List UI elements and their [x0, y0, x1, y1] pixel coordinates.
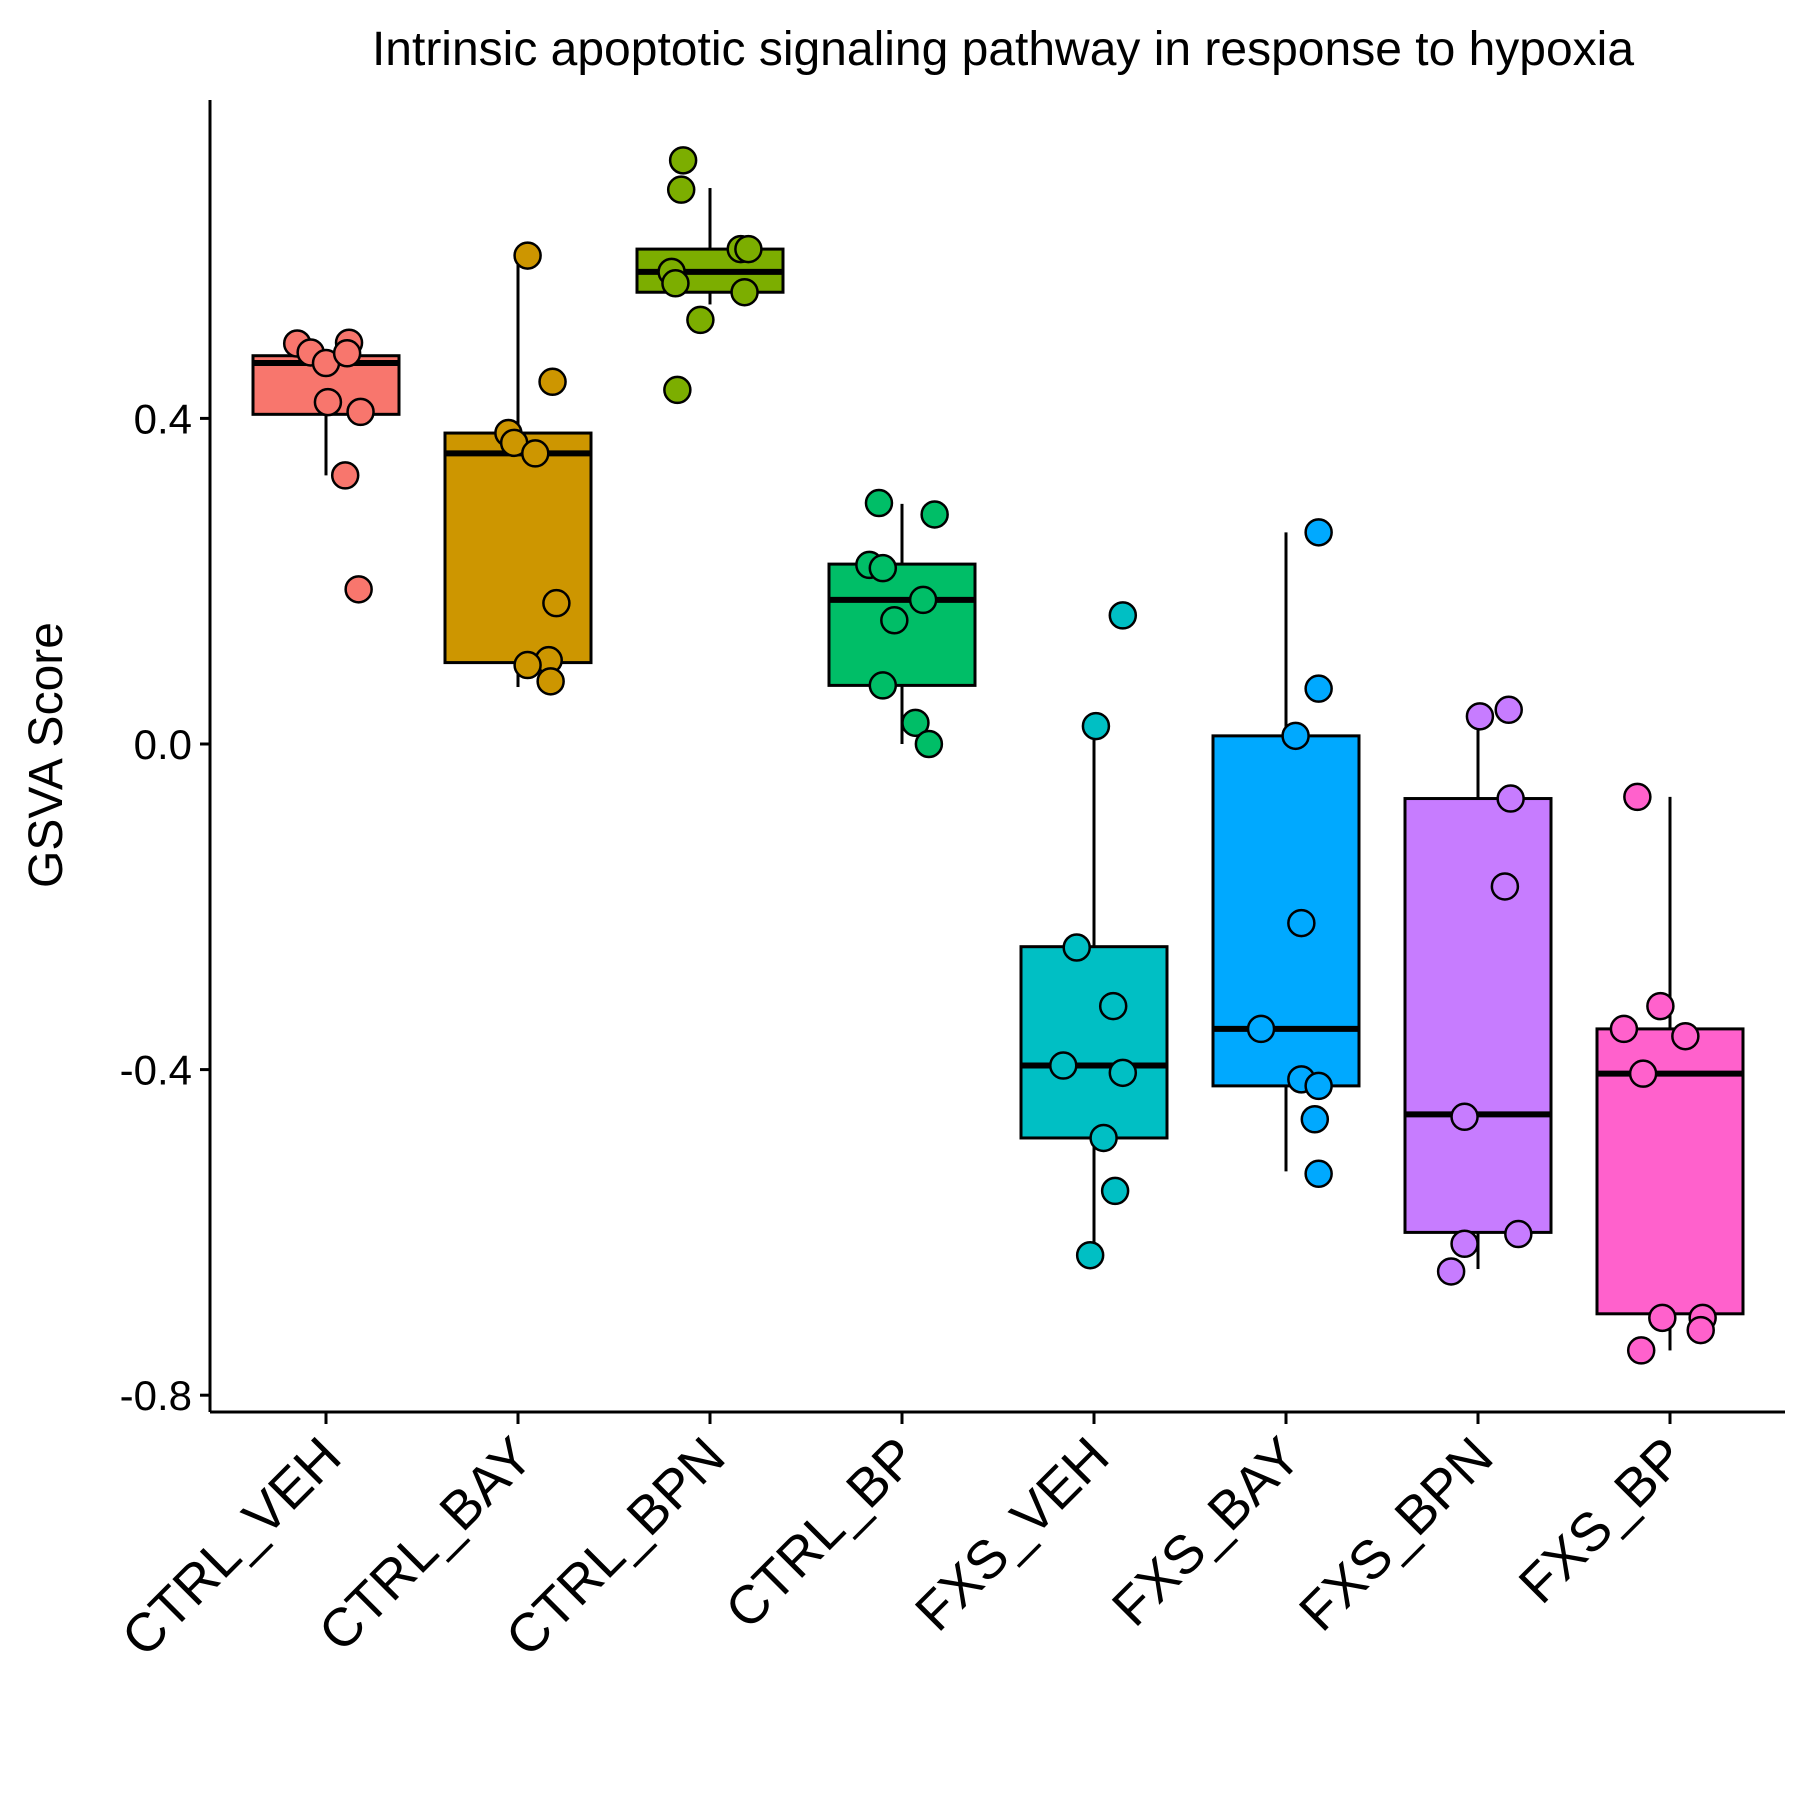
data-point-fxs-bp: [1671, 1021, 1700, 1051]
data-point-ctrl-bp: [914, 729, 944, 759]
box-group-fxs-bpn: [1403, 711, 1553, 1270]
data-point-fxs-bp: [1609, 1014, 1639, 1044]
data-point-ctrl-bpn: [661, 269, 690, 298]
data-point-fxs-veh: [1062, 933, 1091, 962]
data-point-ctrl-bp: [864, 488, 894, 518]
data-point-fxs-bpn: [1465, 702, 1495, 731]
data-point-fxs-bay: [1300, 1105, 1330, 1134]
chart-title: Intrinsic apoptotic signaling pathway in…: [372, 23, 1634, 76]
y-axis-label: GSVA Score: [20, 622, 73, 888]
data-point-ctrl-bpn: [734, 234, 763, 264]
data-point-fxs-bay: [1246, 1014, 1276, 1044]
data-point-ctrl-bay: [521, 439, 550, 468]
box-fxs-bay: [1211, 734, 1361, 1088]
data-point-fxs-veh: [1108, 1058, 1138, 1088]
data-point-fxs-bp: [1646, 991, 1675, 1021]
plot-area: -0.8-0.40.00.4CTRL_VEHCTRL_BAYCTRL_BPNCT…: [111, 100, 1785, 1668]
data-point-ctrl-bp: [868, 553, 898, 583]
data-point-fxs-veh: [1049, 1051, 1078, 1080]
data-point-ctrl-bpn: [666, 175, 696, 204]
data-point-fxs-bpn: [1450, 1229, 1479, 1259]
y-tick-label: 0.0: [134, 721, 192, 768]
data-point-fxs-veh: [1108, 601, 1138, 630]
x-tick-label-ctrl-veh: CTRL_VEH: [111, 1426, 353, 1668]
y-tick-label: -0.4: [120, 1047, 192, 1094]
data-point-ctrl-bp: [920, 500, 949, 529]
box-ctrl-bay: [443, 431, 593, 665]
data-point-fxs-bay: [1304, 1071, 1333, 1101]
data-point-ctrl-bay: [538, 367, 567, 397]
data-point-ctrl-bay: [542, 588, 571, 618]
data-point-ctrl-bp: [868, 671, 898, 700]
data-point-ctrl-bay: [513, 650, 542, 680]
box-group-ctrl-bay: [443, 255, 593, 688]
data-point-fxs-bp: [1648, 1303, 1677, 1333]
data-point-fxs-bay: [1304, 674, 1333, 703]
data-point-ctrl-bp: [880, 606, 909, 635]
x-tick-label-ctrl-bp: CTRL_BP: [714, 1426, 928, 1640]
data-point-fxs-bpn: [1436, 1257, 1466, 1286]
y-tick-label: 0.4: [134, 395, 192, 442]
box-group-fxs-bp: [1595, 796, 1745, 1351]
data-point-ctrl-veh: [346, 397, 375, 427]
data-point-ctrl-bpn: [668, 146, 698, 175]
data-point-ctrl-bpn: [663, 375, 692, 405]
data-point-fxs-bp: [1628, 1059, 1658, 1088]
data-point-fxs-bpn: [1496, 784, 1525, 813]
data-point-fxs-bp: [1686, 1315, 1715, 1345]
data-point-fxs-bp: [1623, 782, 1652, 812]
data-point-fxs-bpn: [1490, 872, 1520, 901]
x-tick-label-fxs-veh: FXS_VEH: [904, 1426, 1120, 1642]
data-point-ctrl-bay: [536, 667, 565, 696]
x-tick-label-fxs-bpn: FXS_BPN: [1288, 1426, 1504, 1642]
data-point-ctrl-bay: [513, 241, 542, 270]
x-tick-label-fxs-bp: FXS_BP: [1508, 1426, 1697, 1615]
y-tick-label: -0.8: [120, 1372, 192, 1419]
data-point-fxs-bay: [1281, 721, 1310, 751]
data-point-ctrl-bpn: [730, 277, 759, 307]
data-point-fxs-veh: [1100, 1176, 1130, 1206]
data-point-fxs-veh: [1075, 1240, 1105, 1270]
box-group-fxs-bay: [1211, 532, 1361, 1172]
data-point-fxs-bay: [1304, 1159, 1333, 1189]
data-point-ctrl-veh: [344, 575, 373, 604]
box-fxs-veh: [1019, 945, 1169, 1140]
data-point-fxs-veh: [1089, 1123, 1118, 1153]
x-tick-label-fxs-bay: FXS_BAY: [1101, 1426, 1313, 1638]
data-point-ctrl-bp: [901, 708, 930, 738]
data-point-ctrl-bp: [908, 585, 938, 615]
data-point-ctrl-veh: [330, 461, 360, 490]
data-point-fxs-bp: [1626, 1336, 1656, 1365]
data-point-fxs-veh: [1098, 991, 1128, 1021]
box-fxs-bpn: [1403, 797, 1553, 1234]
data-point-ctrl-veh: [313, 387, 343, 417]
box-group-fxs-veh: [1019, 726, 1169, 1253]
data-point-fxs-bay: [1287, 908, 1316, 938]
data-point-fxs-bpn: [1504, 1219, 1533, 1249]
data-point-fxs-bay: [1304, 518, 1333, 547]
data-point-ctrl-bpn: [686, 305, 715, 335]
data-point-fxs-bpn: [1494, 695, 1523, 725]
data-point-fxs-bpn: [1450, 1102, 1479, 1132]
data-point-fxs-veh: [1081, 711, 1111, 741]
data-point-ctrl-veh: [332, 339, 362, 368]
